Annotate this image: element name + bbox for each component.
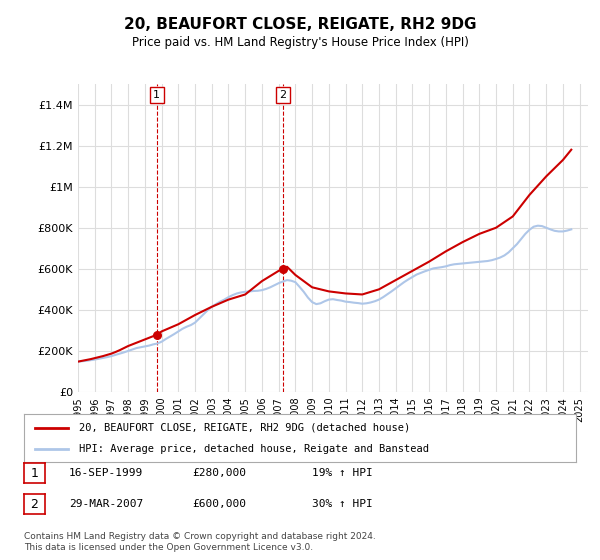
Text: 29-MAR-2007: 29-MAR-2007 bbox=[69, 499, 143, 509]
Text: 16-SEP-1999: 16-SEP-1999 bbox=[69, 468, 143, 478]
Text: 1: 1 bbox=[31, 466, 38, 480]
Text: 20, BEAUFORT CLOSE, REIGATE, RH2 9DG (detached house): 20, BEAUFORT CLOSE, REIGATE, RH2 9DG (de… bbox=[79, 423, 410, 433]
Text: £280,000: £280,000 bbox=[192, 468, 246, 478]
Text: HPI: Average price, detached house, Reigate and Banstead: HPI: Average price, detached house, Reig… bbox=[79, 444, 429, 454]
Text: 2: 2 bbox=[279, 90, 286, 100]
Point bbox=[152, 330, 161, 339]
Text: Price paid vs. HM Land Registry's House Price Index (HPI): Price paid vs. HM Land Registry's House … bbox=[131, 36, 469, 49]
Text: Contains HM Land Registry data © Crown copyright and database right 2024.
This d: Contains HM Land Registry data © Crown c… bbox=[24, 532, 376, 552]
Text: 1: 1 bbox=[153, 90, 160, 100]
Text: £600,000: £600,000 bbox=[192, 499, 246, 509]
Text: 20, BEAUFORT CLOSE, REIGATE, RH2 9DG: 20, BEAUFORT CLOSE, REIGATE, RH2 9DG bbox=[124, 17, 476, 32]
Text: 19% ↑ HPI: 19% ↑ HPI bbox=[312, 468, 373, 478]
Text: 2: 2 bbox=[31, 497, 38, 511]
Point bbox=[278, 264, 287, 273]
Text: 30% ↑ HPI: 30% ↑ HPI bbox=[312, 499, 373, 509]
